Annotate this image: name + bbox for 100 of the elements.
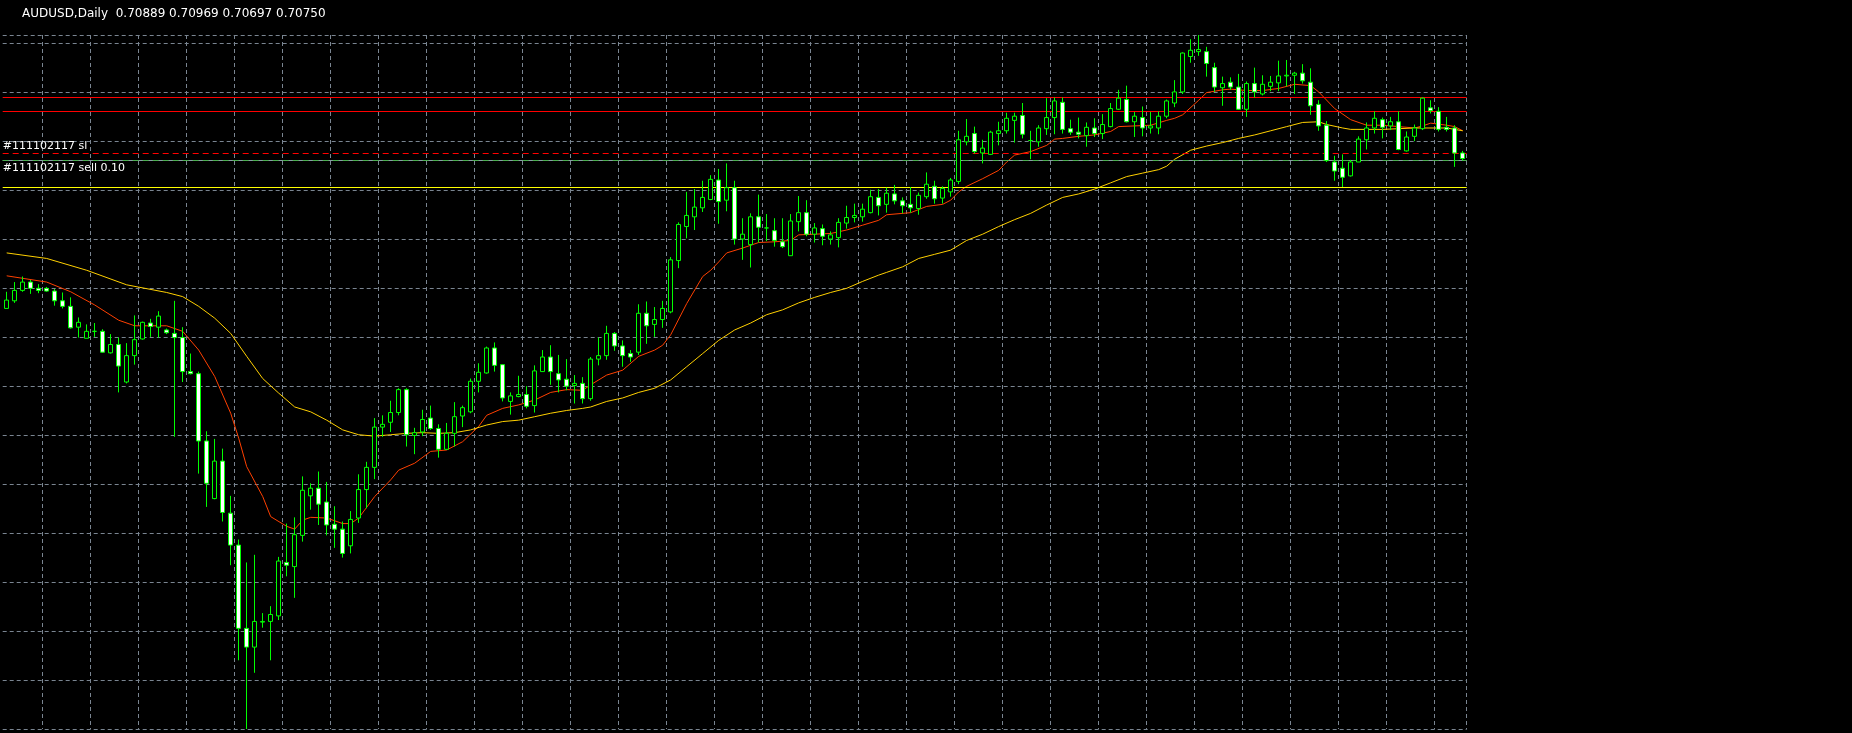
candlestick bbox=[428, 405, 433, 431]
candlestick bbox=[380, 414, 385, 438]
candlestick bbox=[140, 321, 145, 341]
candlestick bbox=[260, 612, 265, 629]
candlestick bbox=[164, 328, 169, 335]
candlestick bbox=[316, 471, 321, 526]
candlestick bbox=[1180, 51, 1185, 95]
candlestick bbox=[636, 303, 641, 356]
candlestick bbox=[524, 385, 529, 409]
candlestick bbox=[556, 354, 561, 393]
candlestick bbox=[196, 371, 201, 475]
candlestick bbox=[564, 358, 569, 391]
candlestick bbox=[1404, 130, 1409, 153]
candlestick bbox=[156, 310, 161, 339]
candlestick bbox=[364, 461, 369, 509]
candlestick bbox=[100, 328, 105, 354]
candlestick bbox=[420, 409, 425, 437]
candlestick bbox=[540, 349, 545, 373]
candlestick bbox=[436, 423, 441, 459]
candlestick bbox=[988, 130, 993, 156]
candlestick bbox=[1020, 102, 1025, 139]
candlestick bbox=[804, 199, 809, 237]
candlestick bbox=[412, 427, 417, 455]
candlestick bbox=[812, 222, 817, 244]
candlestick bbox=[916, 192, 921, 216]
candlestick bbox=[1300, 63, 1305, 85]
candlestick bbox=[580, 376, 585, 405]
candlestick bbox=[220, 448, 225, 522]
candlestick bbox=[1100, 113, 1105, 140]
candlestick bbox=[980, 139, 985, 164]
candlestick bbox=[1076, 117, 1081, 139]
candlestick bbox=[372, 417, 377, 480]
candlestick bbox=[388, 400, 393, 433]
candlestick bbox=[1108, 102, 1113, 128]
candlestick bbox=[900, 196, 905, 214]
candlestick bbox=[940, 185, 945, 205]
candlestick bbox=[836, 217, 841, 248]
candlestick bbox=[300, 475, 305, 543]
candlestick bbox=[1308, 67, 1313, 116]
candlestick bbox=[852, 203, 857, 223]
candlestick bbox=[1148, 111, 1153, 135]
candlestick bbox=[860, 203, 865, 223]
candlestick bbox=[772, 217, 777, 248]
candlestick bbox=[796, 195, 801, 232]
candlestick bbox=[628, 349, 633, 363]
candlestick bbox=[348, 510, 353, 554]
candlestick bbox=[276, 556, 281, 621]
candlestick bbox=[124, 342, 129, 384]
candlestick bbox=[500, 364, 505, 402]
candlestick bbox=[996, 121, 1001, 146]
candlestick bbox=[1332, 155, 1337, 182]
candlestick bbox=[1348, 159, 1353, 178]
candlestick bbox=[692, 188, 697, 231]
candlestick bbox=[468, 378, 473, 414]
candlestick bbox=[244, 561, 249, 730]
candlestick bbox=[1460, 150, 1465, 162]
candlestick bbox=[588, 356, 593, 402]
candlestick bbox=[1380, 117, 1385, 139]
candlestick bbox=[1324, 120, 1329, 163]
candlestick bbox=[92, 322, 97, 338]
candlestick bbox=[1052, 96, 1057, 135]
candlestick bbox=[948, 177, 953, 198]
candlestick bbox=[884, 187, 889, 214]
candlestick bbox=[1092, 117, 1097, 138]
candlestick bbox=[1444, 116, 1449, 132]
candlestick bbox=[204, 430, 209, 508]
candlestick bbox=[1340, 153, 1345, 188]
candlestick bbox=[1292, 71, 1297, 95]
candlestick bbox=[1284, 59, 1289, 87]
candlestick bbox=[1132, 111, 1137, 138]
candlestick bbox=[1236, 73, 1241, 111]
candlestick bbox=[1364, 121, 1369, 151]
candlestick bbox=[532, 364, 537, 414]
candlestick bbox=[4, 291, 9, 309]
candlestick bbox=[924, 171, 929, 200]
candlestick bbox=[604, 325, 609, 361]
candlestick bbox=[1428, 99, 1433, 114]
candlestick bbox=[292, 516, 297, 599]
candlestick bbox=[1412, 124, 1417, 142]
candlestick bbox=[660, 300, 665, 329]
candlestick bbox=[780, 217, 785, 249]
candlestick bbox=[764, 213, 769, 242]
candlestick bbox=[756, 194, 761, 244]
candlestick bbox=[548, 344, 553, 386]
candlestick bbox=[1204, 46, 1209, 78]
candlestick bbox=[492, 341, 497, 373]
candlestick bbox=[740, 217, 745, 261]
candlestick bbox=[1276, 60, 1281, 92]
candlestick bbox=[396, 387, 401, 416]
candlestick bbox=[252, 554, 257, 674]
candlestick bbox=[748, 212, 753, 268]
candlestick bbox=[516, 375, 521, 398]
candlestick bbox=[228, 495, 233, 566]
candlestick bbox=[828, 230, 833, 246]
candlestick bbox=[700, 180, 705, 213]
candlestick bbox=[892, 184, 897, 205]
candlestick bbox=[732, 180, 737, 246]
candlestick bbox=[868, 189, 873, 214]
candlestick bbox=[1164, 99, 1169, 119]
candlestick bbox=[28, 279, 33, 295]
